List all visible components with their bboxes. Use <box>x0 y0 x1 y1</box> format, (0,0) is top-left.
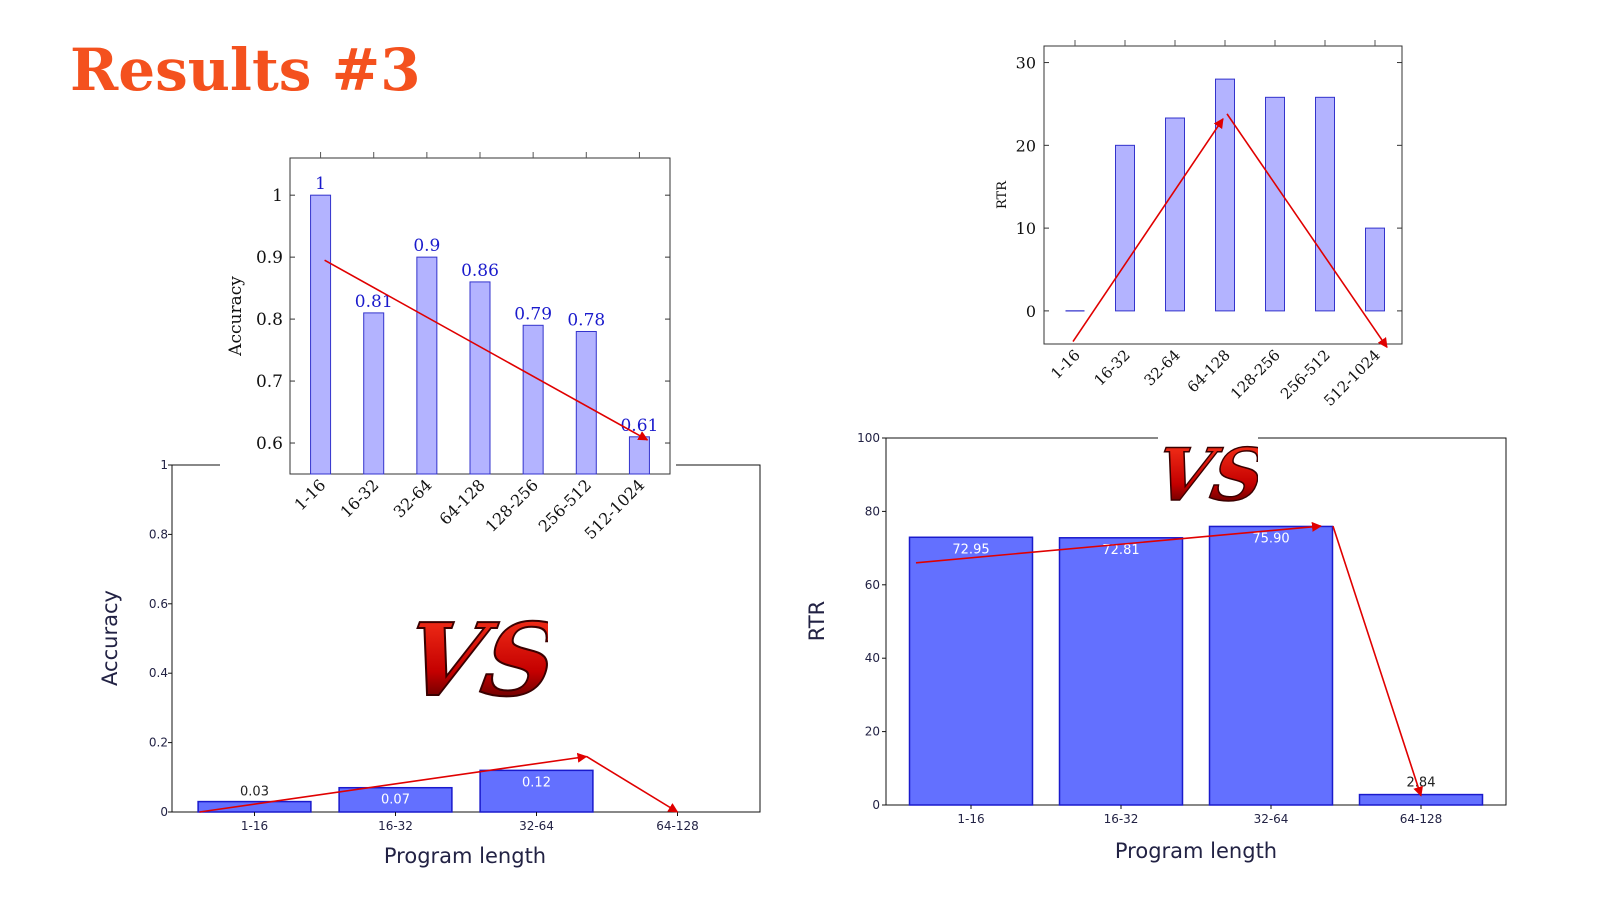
bar <box>1165 117 1185 312</box>
y-tick-label: 0.4 <box>149 666 168 680</box>
trend-arrow <box>915 521 1322 564</box>
value-label: 72.81 <box>1102 543 1139 558</box>
y-tick-label: 0.6 <box>149 597 168 611</box>
y-axis-label: Accuracy <box>226 276 246 357</box>
bar <box>908 536 1034 806</box>
y-tick-label: 100 <box>857 431 880 445</box>
value-label: 0.86 <box>461 261 499 281</box>
y-tick-label: 20 <box>865 725 880 739</box>
value-label: 0.07 <box>381 793 410 808</box>
y-tick-label: 30 <box>1016 54 1036 73</box>
value-label: 1 <box>315 174 326 194</box>
y-tick-label: 0 <box>1026 302 1036 321</box>
x-tick-label: 32-64 <box>1254 812 1289 826</box>
x-tick-label: 1-16 <box>241 819 268 833</box>
y-axis-label: Accuracy <box>98 590 122 686</box>
trend-arrow <box>586 755 679 813</box>
trend-arrow <box>199 752 588 813</box>
y-axis-label: RTR <box>805 601 829 641</box>
chart-background <box>220 150 676 480</box>
x-tick-label: 128-256 <box>1227 346 1284 403</box>
y-tick-label: 60 <box>865 578 880 592</box>
value-label: 0.03 <box>240 785 269 800</box>
y-tick-label: 80 <box>865 504 880 518</box>
y-axis-label: RTR <box>995 180 1010 209</box>
x-tick-label: 64-128 <box>656 819 699 833</box>
bar <box>1115 144 1135 312</box>
x-tick-label: 16-32 <box>1104 812 1139 826</box>
x-tick-label: 32-64 <box>1141 346 1184 389</box>
y-tick-label: 40 <box>865 651 880 665</box>
x-axis-label: Program length <box>1115 839 1277 863</box>
value-label: 0.79 <box>514 304 552 324</box>
x-tick-label: 1-16 <box>957 812 984 826</box>
bar <box>338 786 453 813</box>
y-tick-label: 0.7 <box>256 372 283 392</box>
page-title: Results #3 <box>70 36 421 104</box>
y-tick-label: 10 <box>1016 219 1036 238</box>
value-label: 0.81 <box>355 292 393 312</box>
trend-arrow <box>324 259 649 441</box>
value-label: 0.12 <box>522 775 551 790</box>
bar <box>1215 78 1235 312</box>
trend-arrow <box>1072 118 1224 342</box>
y-tick-label: 0 <box>160 805 168 819</box>
bar <box>522 324 544 475</box>
trend-arrow <box>1332 525 1423 797</box>
y-tick-label: 0.2 <box>149 736 168 750</box>
x-tick-label: 64-128 <box>1184 346 1234 396</box>
value-label: 72.95 <box>952 542 989 557</box>
vs-logo-right: VS <box>1158 432 1258 517</box>
vs-logo-left: VS <box>408 600 548 720</box>
trend-arrow <box>1226 113 1388 349</box>
bar <box>479 769 594 813</box>
bar <box>310 194 332 475</box>
bar <box>416 256 438 475</box>
x-tick-label: 1-16 <box>1047 346 1084 383</box>
bar <box>1315 96 1335 312</box>
value-label: 0.9 <box>413 236 440 256</box>
bar <box>363 312 385 475</box>
value-label: 0.78 <box>567 310 605 330</box>
bar <box>1365 227 1385 312</box>
plot-frame <box>171 464 761 813</box>
bar <box>1058 537 1184 806</box>
bar <box>469 281 491 475</box>
x-tick-label: 64-128 <box>1400 812 1443 826</box>
vs-text: VS <box>1158 434 1258 517</box>
y-tick-label: 0.8 <box>149 527 168 541</box>
x-tick-label: 32-64 <box>519 819 554 833</box>
y-tick-label: 0 <box>872 798 880 812</box>
x-axis-label: Program length <box>384 844 546 868</box>
value-label: 75.90 <box>1252 531 1289 546</box>
x-tick-label: 16-32 <box>1091 346 1134 389</box>
x-tick-label: 16-32 <box>378 819 413 833</box>
y-tick-label: 1 <box>272 186 283 206</box>
bar <box>575 330 597 475</box>
bar <box>1208 525 1334 806</box>
vs-text: VS <box>408 601 548 719</box>
y-tick-label: 0.9 <box>256 248 283 268</box>
y-tick-label: 20 <box>1016 136 1036 155</box>
y-tick-label: 0.8 <box>256 310 283 330</box>
y-tick-label: 0.6 <box>256 434 283 454</box>
bar <box>1265 96 1285 312</box>
y-tick-label: 1 <box>160 458 168 472</box>
